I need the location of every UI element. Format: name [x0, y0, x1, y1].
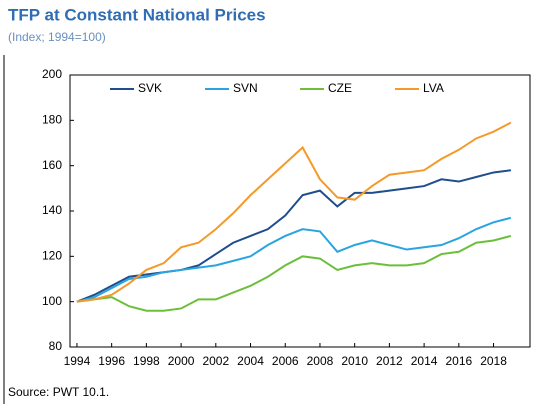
- x-tick-label: 2012: [376, 354, 403, 368]
- series-line: [76, 121, 512, 303]
- chart-title: TFP at Constant National Prices: [8, 5, 266, 24]
- legend-label: SVK: [138, 81, 162, 95]
- y-tick-label: 200: [42, 67, 62, 81]
- legend-label: SVN: [233, 81, 258, 95]
- source-note: Source: PWT 10.1.: [8, 385, 109, 399]
- x-tick-label: 2006: [272, 354, 299, 368]
- x-tick-label: 2018: [480, 354, 507, 368]
- x-tick-label: 2010: [341, 354, 368, 368]
- plot-frame: [69, 74, 531, 348]
- legend-label: CZE: [328, 81, 352, 95]
- x-tick-label: 2004: [237, 354, 264, 368]
- series-line: [76, 169, 512, 303]
- x-tick-label: 1998: [133, 354, 160, 368]
- series-line: [76, 234, 512, 312]
- x-tick-label: 2000: [168, 354, 195, 368]
- legend-label: LVA: [423, 81, 444, 95]
- x-tick-label: 2008: [307, 354, 334, 368]
- x-tick-label: 2002: [202, 354, 229, 368]
- series-line: [76, 216, 512, 303]
- chart-subtitle: (Index; 1994=100): [8, 30, 106, 44]
- y-tick-label: 120: [42, 249, 62, 263]
- y-tick-label: 100: [42, 294, 62, 308]
- x-tick-label: 2016: [445, 354, 472, 368]
- y-tick-label: 140: [42, 203, 62, 217]
- x-tick-label: 1996: [98, 354, 125, 368]
- y-tick-label: 80: [49, 339, 63, 353]
- y-tick-label: 180: [42, 113, 62, 127]
- x-tick-label: 2014: [411, 354, 438, 368]
- y-tick-label: 160: [42, 158, 62, 172]
- x-tick-label: 1994: [64, 354, 91, 368]
